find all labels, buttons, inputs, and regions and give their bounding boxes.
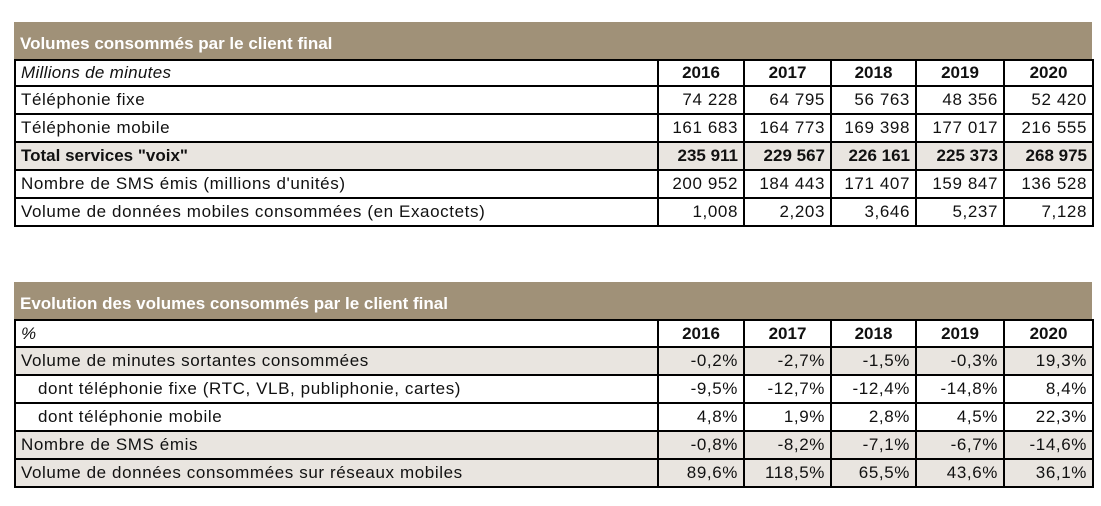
- row-label: Téléphonie fixe: [14, 85, 659, 115]
- cell-value: -8,2%: [743, 430, 832, 460]
- cell-value: 161 683: [657, 113, 745, 143]
- cell-value: 171 407: [830, 169, 917, 199]
- table-row: Volume de minutes sortantes consommées -0…: [14, 346, 1094, 376]
- cell-value: 235 911: [657, 141, 745, 171]
- row-label: Volume de minutes sortantes consommées: [14, 346, 659, 376]
- cell-value: 43,6%: [915, 458, 1005, 488]
- cell-value: 225 373: [915, 141, 1005, 171]
- year-header: 2018: [830, 59, 917, 87]
- cell-value: 159 847: [915, 169, 1005, 199]
- row-label: dont téléphonie fixe (RTC, VLB, publipho…: [14, 374, 659, 404]
- cell-value: 36,1%: [1003, 458, 1094, 488]
- cell-value: 7,128: [1003, 197, 1094, 227]
- cell-value: 48 356: [915, 85, 1005, 115]
- cell-value: 169 398: [830, 113, 917, 143]
- table-row: dont téléphonie mobile 4,8% 1,9% 2,8% 4,5% 22…: [14, 402, 1094, 432]
- row-label: Total services "voix": [14, 141, 659, 171]
- cell-value: 22,3%: [1003, 402, 1094, 432]
- cell-value: 177 017: [915, 113, 1005, 143]
- year-header: 2016: [657, 59, 745, 87]
- cell-value: -12,4%: [830, 374, 917, 404]
- cell-value: 136 528: [1003, 169, 1094, 199]
- year-header: 2020: [1003, 319, 1094, 348]
- cell-value: 3,646: [830, 197, 917, 227]
- cell-value: -9,5%: [657, 374, 745, 404]
- row-label: Nombre de SMS émis: [14, 430, 659, 460]
- row-label: Nombre de SMS émis (millions d'unités): [14, 169, 659, 199]
- cell-value: 268 975: [1003, 141, 1094, 171]
- year-header: 2018: [830, 319, 917, 348]
- cell-value: -12,7%: [743, 374, 832, 404]
- cell-value: -0,8%: [657, 430, 745, 460]
- table-title: Volumes consommés par le client final: [14, 22, 1092, 59]
- row-label: dont téléphonie mobile: [14, 402, 659, 432]
- cell-value: 2,203: [743, 197, 832, 227]
- cell-value: -1,5%: [830, 346, 917, 376]
- cell-value: 8,4%: [1003, 374, 1094, 404]
- cell-value: 1,008: [657, 197, 745, 227]
- cell-value: 65,5%: [830, 458, 917, 488]
- header-row: % 2016 2017 2018 2019 2020: [14, 319, 1094, 348]
- cell-value: 52 420: [1003, 85, 1094, 115]
- cell-value: -7,1%: [830, 430, 917, 460]
- cell-value: 1,9%: [743, 402, 832, 432]
- cell-value: 226 161: [830, 141, 917, 171]
- volumes-table: Volumes consommés par le client final Mi…: [14, 22, 1094, 227]
- cell-value: 19,3%: [1003, 346, 1094, 376]
- cell-value: 74 228: [657, 85, 745, 115]
- row-label: Volume de données mobiles consommées (en…: [14, 197, 659, 227]
- cell-value: 2,8%: [830, 402, 917, 432]
- table-row: Total services "voix" 235 911 229 567 226 1…: [14, 141, 1094, 171]
- header-row: Millions de minutes 2016 2017 2018 2019 …: [14, 59, 1094, 87]
- cell-value: 216 555: [1003, 113, 1094, 143]
- table-row: Téléphonie fixe 74 228 64 795 56 763 48 356 5…: [14, 85, 1094, 115]
- table-row: Nombre de SMS émis -0,8% -8,2% -7,1% -6,7% -1…: [14, 430, 1094, 460]
- row-label: Volume de données consommées sur réseaux…: [14, 458, 659, 488]
- year-header: 2019: [915, 59, 1005, 87]
- cell-value: -14,6%: [1003, 430, 1094, 460]
- year-header: 2020: [1003, 59, 1094, 87]
- cell-value: 229 567: [743, 141, 832, 171]
- cell-value: 89,6%: [657, 458, 745, 488]
- unit-label: Millions de minutes: [14, 59, 659, 87]
- unit-label: %: [14, 319, 659, 348]
- table-row: dont téléphonie fixe (RTC, VLB, publipho…: [14, 374, 1094, 404]
- cell-value: 118,5%: [743, 458, 832, 488]
- cell-value: 64 795: [743, 85, 832, 115]
- table-row: Volume de données consommées sur réseaux…: [14, 458, 1094, 488]
- cell-value: -0,3%: [915, 346, 1005, 376]
- year-header: 2017: [743, 319, 832, 348]
- cell-value: -0,2%: [657, 346, 745, 376]
- table-row: Nombre de SMS émis (millions d'unités) 20…: [14, 169, 1094, 199]
- cell-value: 164 773: [743, 113, 832, 143]
- table-title: Evolution des volumes consommés par le c…: [14, 282, 1092, 319]
- year-header: 2017: [743, 59, 832, 87]
- cell-value: -14,8%: [915, 374, 1005, 404]
- cell-value: 4,8%: [657, 402, 745, 432]
- cell-value: 184 443: [743, 169, 832, 199]
- cell-value: 4,5%: [915, 402, 1005, 432]
- year-header: 2019: [915, 319, 1005, 348]
- row-label: Téléphonie mobile: [14, 113, 659, 143]
- evolution-table: Evolution des volumes consommés par le c…: [14, 282, 1094, 488]
- cell-value: -6,7%: [915, 430, 1005, 460]
- cell-value: 56 763: [830, 85, 917, 115]
- year-header: 2016: [657, 319, 745, 348]
- table-row: Téléphonie mobile 161 683 164 773 169 398 17…: [14, 113, 1094, 143]
- cell-value: -2,7%: [743, 346, 832, 376]
- cell-value: 5,237: [915, 197, 1005, 227]
- cell-value: 200 952: [657, 169, 745, 199]
- table-row: Volume de données mobiles consommées (en…: [14, 197, 1094, 227]
